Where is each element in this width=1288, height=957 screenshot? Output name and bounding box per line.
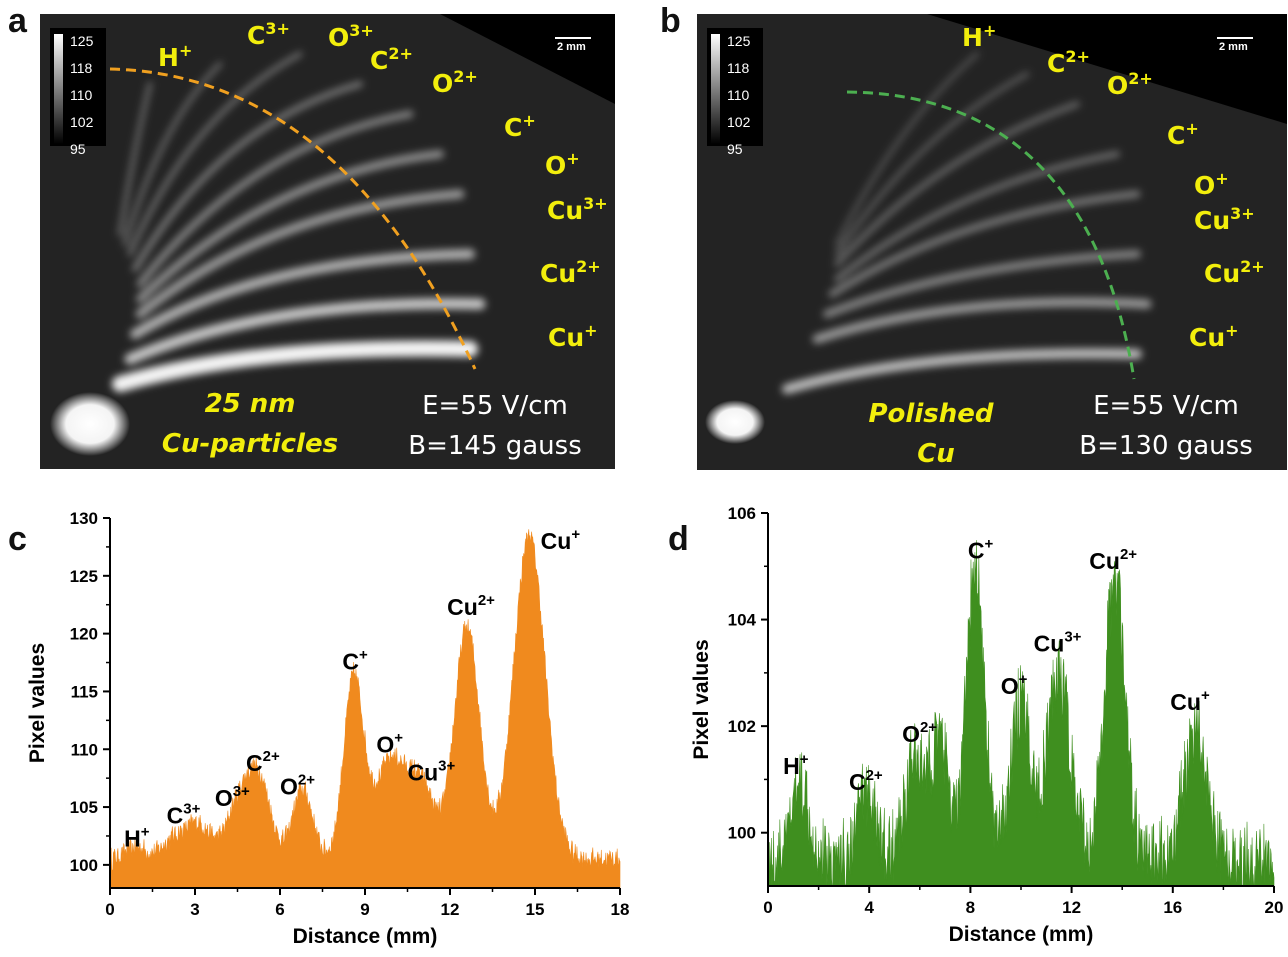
peak-label-base: H bbox=[124, 825, 141, 851]
peak-label-charge: + bbox=[359, 646, 368, 663]
peak-label-base: O bbox=[215, 785, 233, 811]
peak-label-charge: 2+ bbox=[1120, 546, 1137, 563]
peak-label-charge: + bbox=[800, 751, 809, 768]
y-tick-label: 100 bbox=[728, 824, 756, 843]
peak-label-base: C bbox=[968, 537, 985, 563]
peak-label-base: C bbox=[342, 648, 359, 674]
peak-label-base: Cu bbox=[541, 528, 572, 554]
spectrum-plot-d: 0 4 8 12 16 20 100 102 104 106 Distance (mm) Pixel … bbox=[644, 0, 1288, 957]
peak-label-charge: + bbox=[571, 526, 580, 543]
peak-label: O2+ bbox=[902, 719, 937, 747]
peak-label-charge: 3+ bbox=[438, 757, 455, 774]
y-tick-label: 105 bbox=[70, 798, 98, 817]
x-tick-label: 12 bbox=[441, 900, 460, 919]
peak-label-charge: + bbox=[1201, 687, 1210, 704]
peak-label-charge: + bbox=[984, 535, 993, 552]
peak-label-charge: 2+ bbox=[866, 767, 883, 784]
x-tick-label: 0 bbox=[105, 900, 114, 919]
peak-label: C+ bbox=[342, 646, 368, 674]
x-axis-title: Distance (mm) bbox=[293, 925, 438, 948]
x-axis-title: Distance (mm) bbox=[949, 923, 1094, 946]
peak-label-charge: + bbox=[394, 730, 403, 747]
peak-label-base: Cu bbox=[1089, 548, 1120, 574]
peak-label-base: C bbox=[167, 802, 184, 828]
peak-label-charge: 3+ bbox=[1064, 629, 1081, 646]
peak-label: Cu2+ bbox=[447, 592, 495, 620]
peak-label: O2+ bbox=[280, 771, 315, 799]
y-tick-label: 102 bbox=[728, 717, 756, 736]
x-tick-label: 9 bbox=[360, 900, 369, 919]
y-tick-label: 120 bbox=[70, 625, 98, 644]
spectrum-plot-c: 0 3 6 9 12 15 18 100 105 110 115 120 125 130 Distance … bbox=[0, 0, 644, 957]
peak-label-charge: + bbox=[1019, 671, 1028, 688]
peak-label-charge: + bbox=[141, 823, 150, 840]
peak-label: O+ bbox=[376, 730, 403, 758]
x-tick-label: 8 bbox=[966, 898, 975, 917]
x-tick-label: 18 bbox=[611, 900, 630, 919]
y-tick-label: 104 bbox=[728, 611, 757, 630]
x-tick-label: 0 bbox=[763, 898, 772, 917]
x-tick-label: 3 bbox=[190, 900, 199, 919]
peak-label: Cu+ bbox=[541, 526, 581, 554]
y-axis-title: Pixel values bbox=[690, 639, 713, 759]
y-tick-label: 115 bbox=[71, 682, 98, 701]
peak-label: C+ bbox=[968, 535, 994, 563]
peak-label: H+ bbox=[124, 823, 150, 851]
y-tick-label: 100 bbox=[70, 856, 98, 875]
peak-label-base: Cu bbox=[1170, 689, 1201, 715]
peak-label: C2+ bbox=[246, 748, 280, 776]
peak-label: Cu2+ bbox=[1089, 546, 1137, 574]
peak-label-charge: 2+ bbox=[920, 719, 937, 736]
x-tick-label: 16 bbox=[1163, 898, 1182, 917]
y-tick-label: 130 bbox=[70, 509, 98, 528]
peak-label-base: O bbox=[902, 721, 920, 747]
peak-label: Cu+ bbox=[1170, 687, 1210, 715]
y-tick-label: 106 bbox=[728, 504, 756, 523]
peak-label-base: Cu bbox=[447, 594, 478, 620]
peak-label-base: O bbox=[280, 773, 298, 799]
x-tick-label: 4 bbox=[864, 898, 874, 917]
x-tick-label: 20 bbox=[1265, 898, 1284, 917]
y-axis-title: Pixel values bbox=[26, 643, 49, 763]
peak-label: H+ bbox=[783, 751, 809, 779]
peak-label: Cu3+ bbox=[1034, 629, 1082, 657]
peak-label-base: C bbox=[849, 769, 866, 795]
peak-label-base: Cu bbox=[408, 759, 439, 785]
peak-label-charge: 2+ bbox=[478, 592, 495, 609]
x-tick-label: 12 bbox=[1062, 898, 1081, 917]
y-tick-label: 110 bbox=[71, 740, 98, 759]
peak-label-charge: 2+ bbox=[263, 748, 280, 765]
y-tick-label: 125 bbox=[70, 567, 98, 586]
peak-label-charge: 2+ bbox=[298, 771, 315, 788]
peak-label-charge: 3+ bbox=[183, 800, 200, 817]
peak-label-base: Cu bbox=[1034, 631, 1065, 657]
peak-label-base: O bbox=[1001, 673, 1019, 699]
peak-label-base: C bbox=[246, 750, 263, 776]
x-tick-label: 6 bbox=[275, 900, 284, 919]
peak-label-base: H bbox=[783, 753, 800, 779]
peak-label-base: O bbox=[376, 732, 394, 758]
spectrum-area bbox=[110, 529, 620, 888]
x-tick-label: 15 bbox=[526, 900, 545, 919]
peak-label-charge: 3+ bbox=[233, 783, 250, 800]
